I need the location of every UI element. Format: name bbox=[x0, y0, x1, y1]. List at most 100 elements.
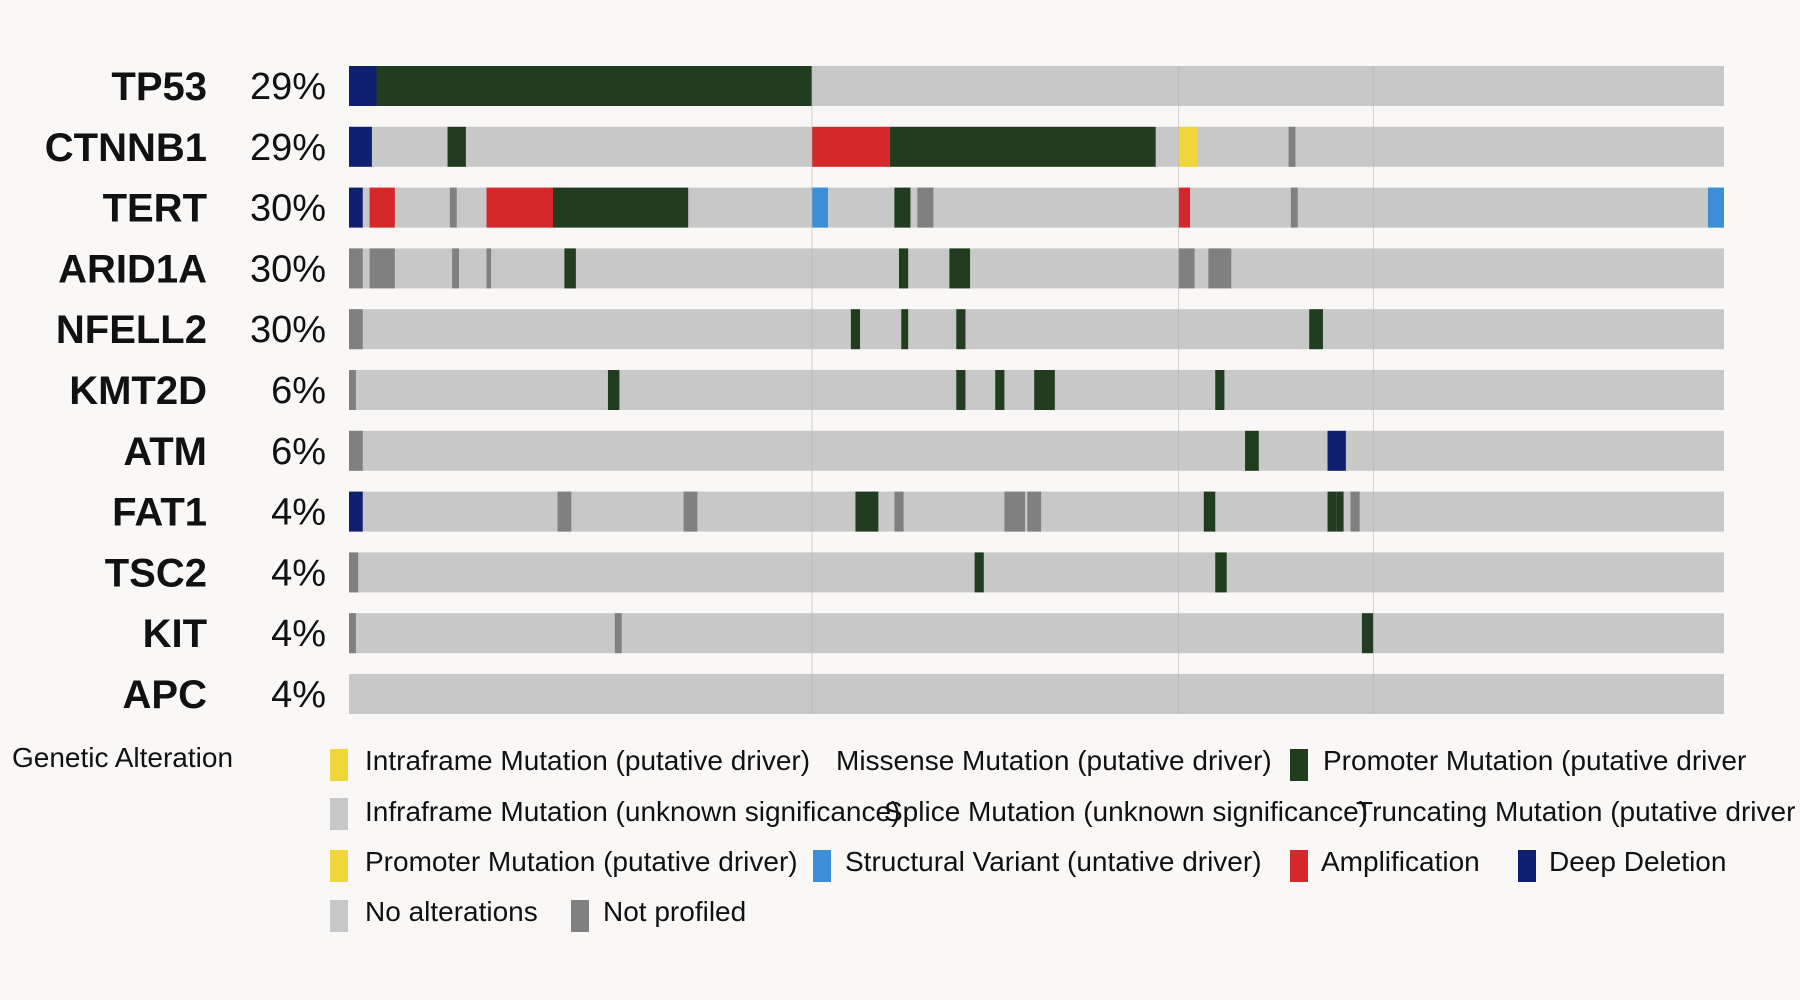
alteration-kmt2d-promoter_driver-5 bbox=[1215, 370, 1225, 410]
track-background-arid1a bbox=[349, 248, 1724, 289]
alteration-tert-structural_variant-5 bbox=[811, 187, 828, 228]
alteration-kit-not_profiled-1 bbox=[614, 613, 622, 654]
legend-label: Structural Variant (untative driver) bbox=[845, 846, 1262, 877]
alteration-kmt2d-promoter_driver-3 bbox=[995, 370, 1005, 410]
legend-label: Promoter Mutation (putative driver) bbox=[365, 846, 798, 877]
gene-label-atm: ATM bbox=[123, 430, 207, 474]
gene-label-apc: APC bbox=[123, 673, 207, 717]
alteration-tp53-promoter_driver-1 bbox=[376, 66, 812, 106]
gene-label-ctnnb1: CTNNB1 bbox=[45, 126, 207, 170]
legend-label: Missense Mutation (putative driver) bbox=[836, 745, 1272, 776]
alteration-nfell2-promoter_driver-4 bbox=[1309, 309, 1323, 350]
alteration-ctnnb1-promoter_driver-3 bbox=[889, 126, 1156, 167]
alteration-nfell2-promoter_driver-1 bbox=[850, 309, 861, 350]
alteration-arid1a-promoter_driver-4 bbox=[564, 248, 576, 289]
gene-label-fat1: FAT1 bbox=[112, 491, 207, 535]
alteration-atm-promoter_driver-1 bbox=[1245, 430, 1259, 471]
legend-label: Intraframe Mutation (putative driver) bbox=[365, 745, 811, 776]
alteration-ctnnb1-not_profiled-5 bbox=[1288, 126, 1296, 167]
alteration-tsc2-promoter_driver-1 bbox=[974, 552, 984, 593]
alteration-arid1a-not_profiled-2 bbox=[452, 248, 459, 289]
alteration-tert-amplification-1 bbox=[369, 187, 395, 228]
gene-percent-fat1: 4% bbox=[271, 492, 326, 534]
alteration-tert-amplification-8 bbox=[1178, 187, 1191, 228]
gene-label-tp53: TP53 bbox=[111, 65, 207, 109]
gene-label-nfell2: NFELL2 bbox=[56, 308, 207, 352]
legend-swatch bbox=[813, 850, 831, 882]
gene-percent-atm: 6% bbox=[271, 431, 326, 473]
track-background-apc bbox=[349, 674, 1724, 714]
gene-label-kmt2d: KMT2D bbox=[69, 369, 207, 413]
alteration-fat1-promoter_driver-7 bbox=[1203, 491, 1216, 532]
legend-label: Truncating Mutation (putative driver bbox=[1356, 796, 1796, 827]
alteration-fat1-not_profiled-5 bbox=[1004, 491, 1026, 532]
alteration-kit-not_profiled-0 bbox=[349, 613, 356, 654]
alteration-tsc2-not_profiled-0 bbox=[349, 552, 359, 593]
gene-percent-tsc2: 4% bbox=[271, 552, 326, 594]
alteration-ctnnb1-amplification-2 bbox=[811, 126, 890, 167]
legend-label: Infraframe Mutation (unknown significanc… bbox=[365, 796, 901, 827]
legend-swatch bbox=[1290, 749, 1308, 781]
gene-label-tsc2: TSC2 bbox=[105, 551, 207, 595]
alteration-arid1a-promoter_driver-5 bbox=[899, 248, 909, 289]
alteration-nfell2-promoter_driver-3 bbox=[956, 309, 966, 350]
alteration-arid1a-not_profiled-0 bbox=[349, 248, 363, 289]
gene-percent-apc: 4% bbox=[271, 674, 326, 716]
track-background-atm bbox=[349, 430, 1724, 471]
gene-percent-kmt2d: 6% bbox=[271, 370, 326, 412]
gene-label-tert: TERT bbox=[103, 187, 207, 231]
alteration-tert-deep_deletion-0 bbox=[349, 187, 363, 228]
track-background-nfell2 bbox=[349, 309, 1724, 350]
alteration-arid1a-not_profiled-3 bbox=[486, 248, 492, 289]
alteration-tert-promoter_driver-6 bbox=[894, 187, 911, 228]
gene-percent-kit: 4% bbox=[271, 613, 326, 655]
alteration-kmt2d-not_profiled-0 bbox=[349, 370, 356, 410]
alteration-tert-structural_variant-10 bbox=[1707, 187, 1724, 228]
gene-percent-tert: 30% bbox=[250, 188, 326, 230]
alteration-fat1-promoter_driver-8 bbox=[1327, 491, 1337, 532]
alteration-ctnnb1-promoter_driver-1 bbox=[447, 126, 466, 167]
alteration-atm-not_profiled-0 bbox=[349, 430, 363, 471]
legend-title: Genetic Alteration bbox=[12, 742, 234, 773]
alteration-arid1a-promoter_driver-6 bbox=[949, 248, 971, 289]
alteration-ctnnb1-deep_deletion-0 bbox=[349, 126, 372, 167]
alteration-arid1a-not_profiled-8 bbox=[1208, 248, 1232, 289]
legend-label: No alterations bbox=[365, 896, 538, 927]
alteration-fat1-not_profiled-6 bbox=[1027, 491, 1042, 532]
track-background-tsc2 bbox=[349, 552, 1724, 593]
alteration-tert-not_profiled-9 bbox=[1290, 187, 1298, 228]
alteration-ctnnb1-inframe_driver-4 bbox=[1178, 126, 1197, 167]
alteration-kmt2d-promoter_driver-2 bbox=[956, 370, 966, 410]
alteration-kmt2d-promoter_driver-4 bbox=[1034, 370, 1055, 410]
legend-swatch bbox=[571, 900, 589, 932]
alteration-kit-promoter_driver-2 bbox=[1361, 613, 1374, 654]
alteration-fat1-promoter_driver-9 bbox=[1336, 491, 1344, 532]
alteration-atm-deep_deletion-2 bbox=[1327, 430, 1346, 471]
alteration-fat1-deep_deletion-0 bbox=[349, 491, 363, 532]
gene-percent-ctnnb1: 29% bbox=[250, 127, 326, 169]
legend-label: Not profiled bbox=[603, 896, 747, 927]
alteration-tp53-deep_deletion-0 bbox=[349, 66, 377, 106]
alteration-fat1-not_profiled-4 bbox=[894, 491, 904, 532]
alteration-tert-not_profiled-7 bbox=[917, 187, 934, 228]
gene-percent-nfell2: 30% bbox=[250, 309, 326, 351]
legend-swatch bbox=[330, 850, 348, 882]
gene-percent-tp53: 29% bbox=[250, 66, 326, 108]
alteration-arid1a-not_profiled-1 bbox=[369, 248, 395, 289]
gene-label-kit: KIT bbox=[143, 612, 207, 656]
alteration-kmt2d-promoter_driver-1 bbox=[607, 370, 620, 410]
legend-label: Promoter Mutation (putative driver bbox=[1323, 745, 1747, 776]
legend-swatch bbox=[1518, 850, 1536, 882]
legend-swatch bbox=[330, 900, 348, 932]
legend-swatch bbox=[330, 798, 348, 830]
alteration-tert-amplification-3 bbox=[486, 187, 553, 228]
alteration-fat1-not_profiled-2 bbox=[683, 491, 698, 532]
alteration-nfell2-promoter_driver-2 bbox=[901, 309, 909, 350]
legend-label: Deep Deletion bbox=[1549, 846, 1727, 877]
alteration-fat1-promoter_driver-3 bbox=[855, 491, 879, 532]
oncoprint-chart: TP53 29% CTNNB1 29% TERT 30% ARID1A 30% NFELL2 30… bbox=[45, 65, 1724, 717]
legend-swatch bbox=[330, 749, 348, 781]
gene-label-arid1a: ARID1A bbox=[58, 247, 207, 291]
track-background-kit bbox=[349, 613, 1724, 654]
alteration-tsc2-promoter_driver-2 bbox=[1215, 552, 1227, 593]
